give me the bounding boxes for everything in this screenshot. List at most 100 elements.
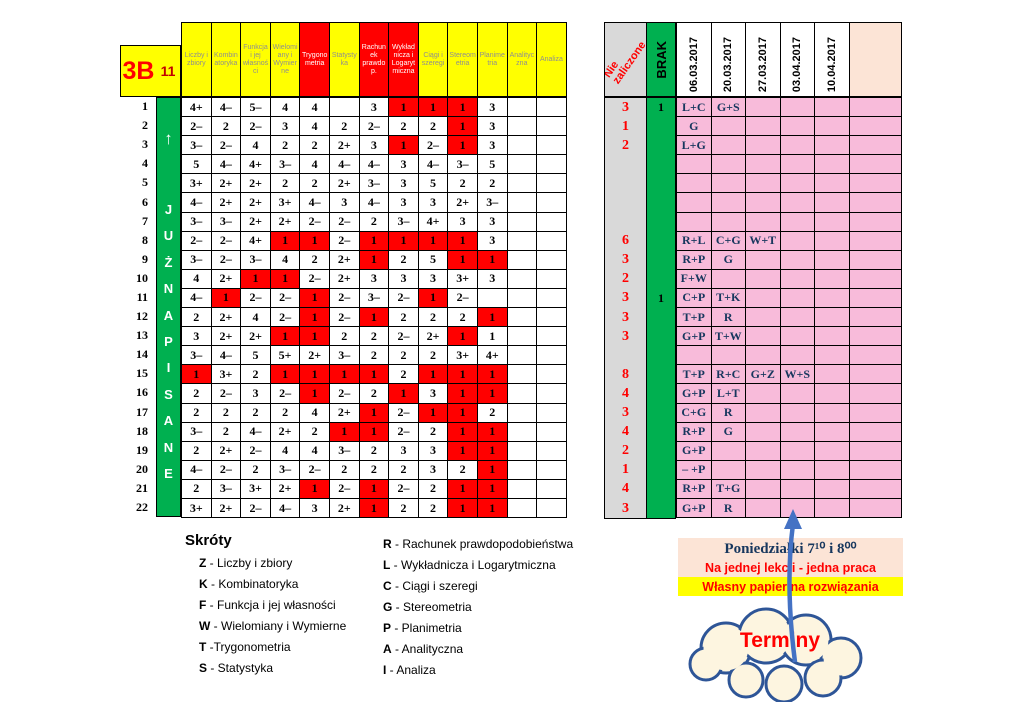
retake-cell: G bbox=[677, 117, 712, 137]
grade-cell: 1 bbox=[300, 365, 330, 385]
brak-count bbox=[647, 270, 675, 289]
grade-cell: 2+ bbox=[211, 174, 242, 194]
grade-cell: 2 bbox=[418, 117, 449, 137]
grade-cell: 2– bbox=[329, 231, 360, 251]
column-header-9: Ciągi i szeregi bbox=[418, 23, 449, 96]
row-number: 17 bbox=[136, 404, 148, 419]
grade-cell: 3 bbox=[477, 269, 508, 289]
grade-cell: 2– bbox=[270, 288, 301, 309]
row-number: 4 bbox=[142, 156, 148, 171]
retake-cell bbox=[780, 269, 815, 289]
retake-cell bbox=[849, 288, 902, 309]
column-header-label: Wykładnicza i Logarytmiczna bbox=[391, 43, 416, 75]
retake-cell: W+T bbox=[746, 231, 781, 251]
grade-cell: 2– bbox=[270, 384, 301, 404]
grade-cell: 2 bbox=[448, 308, 478, 328]
retake-cell bbox=[849, 155, 902, 175]
grade-cell: 2 bbox=[359, 212, 390, 232]
retake-cell: L+C bbox=[677, 98, 712, 118]
column-header-label: Ciągi i szeregi bbox=[421, 51, 445, 67]
legend-key: S bbox=[199, 661, 208, 675]
column-header-5: Trygonometria bbox=[300, 23, 330, 96]
retake-cell bbox=[849, 422, 902, 442]
grade-cell: 2 bbox=[418, 498, 449, 519]
nie-zaliczone-count: 3 bbox=[622, 309, 629, 325]
retake-cell: C+G bbox=[711, 231, 746, 251]
retake-cell bbox=[849, 479, 902, 499]
grade-cell: 1 bbox=[448, 384, 478, 404]
grade-cell: 5– bbox=[241, 98, 271, 118]
retake-cell: T+P bbox=[677, 308, 712, 328]
grade-cell: 1 bbox=[418, 231, 449, 251]
grade-cell bbox=[507, 193, 538, 213]
grade-cell: 3 bbox=[477, 136, 508, 156]
grade-cell: 4 bbox=[300, 403, 330, 423]
juz-napisane-letter: Ż bbox=[164, 254, 173, 270]
date-column-header-3: 27.03.2017 bbox=[746, 23, 781, 96]
retake-cell: G+S bbox=[711, 98, 746, 118]
grade-cell: 1 bbox=[477, 250, 508, 270]
grade-cell: 1 bbox=[448, 403, 478, 423]
retake-cell: T+K bbox=[711, 288, 746, 309]
grade-cell bbox=[537, 231, 567, 251]
brak-count bbox=[647, 480, 675, 499]
grade-cell: 2– bbox=[211, 460, 242, 480]
grade-cell: 3 bbox=[389, 441, 419, 461]
grade-cell: 2+ bbox=[270, 422, 301, 442]
brak-count: 1 bbox=[658, 290, 664, 305]
grade-cell: 4– bbox=[211, 155, 242, 175]
grade-cell: 2– bbox=[329, 288, 360, 309]
grade-cell: 2 bbox=[182, 384, 212, 404]
nie-zaliczone-count: 2 bbox=[622, 271, 629, 287]
grade-cell: 4 bbox=[300, 155, 330, 175]
retake-cell bbox=[746, 269, 781, 289]
column-header-label: Analityczna bbox=[509, 51, 535, 67]
retake-cell bbox=[746, 479, 781, 499]
row-number: 5 bbox=[142, 175, 148, 190]
grade-cell bbox=[507, 212, 538, 232]
grade-cell: 3 bbox=[359, 98, 390, 118]
grade-cell: 2 bbox=[182, 403, 212, 423]
row-number: 6 bbox=[142, 194, 148, 209]
grade-cell: 2 bbox=[211, 422, 242, 442]
grade-cell bbox=[537, 308, 567, 328]
grade-cell: 2 bbox=[300, 250, 330, 270]
grade-cell: 1 bbox=[300, 384, 330, 404]
column-header-8: Wykładnicza i Logarytmiczna bbox=[389, 23, 419, 96]
retake-cell bbox=[815, 174, 850, 194]
grade-cell bbox=[507, 327, 538, 347]
legend-key: R bbox=[383, 537, 392, 551]
grade-cell bbox=[537, 346, 567, 366]
retake-cell: G+P bbox=[677, 498, 712, 519]
grade-cell: 2– bbox=[241, 288, 271, 309]
retake-cell bbox=[780, 231, 815, 251]
grade-cell: 4– bbox=[211, 346, 242, 366]
brak-count bbox=[647, 404, 675, 423]
grade-cell: 2– bbox=[329, 308, 360, 328]
column-header-label: Analiza bbox=[539, 55, 563, 63]
grade-cell: 2– bbox=[241, 441, 271, 461]
retake-cell bbox=[780, 250, 815, 270]
brak-count bbox=[647, 327, 675, 346]
nie-zaliczone-count bbox=[605, 155, 646, 174]
grade-cell: 1 bbox=[329, 422, 360, 442]
grade-cell: 3– bbox=[241, 250, 271, 270]
retake-cell bbox=[711, 460, 746, 480]
retake-cell bbox=[815, 327, 850, 347]
grade-cell: 1 bbox=[477, 365, 508, 385]
grade-cell: 2 bbox=[241, 365, 271, 385]
grade-cell: 4– bbox=[329, 155, 360, 175]
grade-cell: 4– bbox=[182, 460, 212, 480]
grade-cell: 4– bbox=[182, 193, 212, 213]
grade-cell bbox=[537, 250, 567, 270]
brak-count bbox=[647, 251, 675, 270]
retake-cell bbox=[780, 155, 815, 175]
grade-cell bbox=[537, 365, 567, 385]
grade-cell: 1 bbox=[359, 403, 390, 423]
grade-cell: 2 bbox=[448, 460, 478, 480]
retake-cell bbox=[711, 193, 746, 213]
grade-cell: 1 bbox=[448, 422, 478, 442]
retake-cell: T+P bbox=[677, 365, 712, 385]
grade-cell: 2 bbox=[211, 403, 242, 423]
date-column-header-4: 03.04.2017 bbox=[780, 23, 815, 96]
